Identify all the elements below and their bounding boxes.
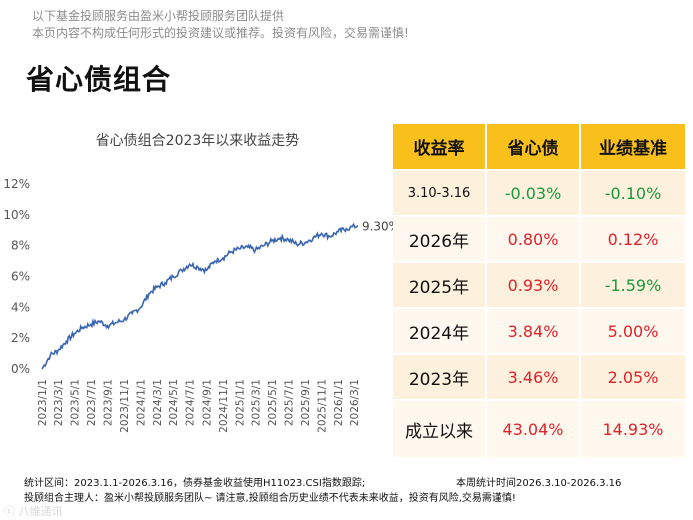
benchmark-return-cell: -0.10% xyxy=(581,171,685,215)
x-tick-label: 2025/11/1 xyxy=(316,379,328,433)
x-tick-label: 2026/3/1 xyxy=(349,379,361,426)
x-tick-label: 2024/7/1 xyxy=(185,379,197,426)
x-tick-label: 2025/1/1 xyxy=(234,379,246,426)
benchmark-return-cell: 14.93% xyxy=(581,401,685,457)
header-benchmark: 业绩基准 xyxy=(581,124,685,169)
y-tick-label: 12% xyxy=(3,177,30,191)
benchmark-return-cell: -1.59% xyxy=(581,263,685,307)
x-tick-label: 2025/3/1 xyxy=(250,379,262,426)
y-tick-label: 6% xyxy=(11,270,30,284)
footer-stat-period: 统计区间：2023.1.1-2026.3.16，债券基金收益使用H11023.C… xyxy=(24,478,366,489)
table-row: 2026年 0.80% 0.12% xyxy=(393,217,685,261)
x-tick-label: 2025/9/1 xyxy=(300,379,312,426)
watermark: ⓒ 八维通讯 xyxy=(4,505,63,518)
benchmark-return-cell: 5.00% xyxy=(581,309,685,353)
table-row: 成立以来 43.04% 14.93% xyxy=(393,401,685,457)
fund-return-cell: 0.80% xyxy=(487,217,579,261)
x-tick-label: 2024/5/1 xyxy=(168,379,180,426)
y-tick-label: 0% xyxy=(11,362,30,376)
x-tick-label: 2023/11/1 xyxy=(119,379,131,433)
series-line xyxy=(41,222,359,370)
period-cell: 2025年 xyxy=(393,263,485,307)
x-tick-label: 2023/5/1 xyxy=(69,379,81,426)
x-tick-label: 2024/1/1 xyxy=(136,379,148,426)
return-chart: 0% 2% 4% 6% 8% 10% 12% 2023/1/1 2023/3/1 2023/5/1… xyxy=(0,120,395,465)
x-tick-label: 2026/1/1 xyxy=(333,379,345,426)
x-tick-label: 2024/3/1 xyxy=(152,379,164,426)
y-tick-label: 2% xyxy=(11,331,30,345)
benchmark-return-cell: 2.05% xyxy=(581,355,685,399)
chart-canvas: 0% 2% 4% 6% 8% 10% 12% 2023/1/1 2023/3/1 2023/5/1… xyxy=(3,177,395,433)
page-title: 省心债组合 xyxy=(26,63,172,96)
period-cell: 2024年 xyxy=(393,309,485,353)
y-tick-label: 10% xyxy=(3,208,30,222)
table-row: 2025年 0.93% -1.59% xyxy=(393,263,685,307)
header-fund: 省心债 xyxy=(487,124,579,169)
y-tick-label: 4% xyxy=(11,300,30,314)
benchmark-return-cell: 0.12% xyxy=(581,217,685,261)
disclaimer: 以下基金投顾服务由盈米小帮投顾服务团队提供 本页内容不构成任何形式的投资建议或推… xyxy=(32,8,409,42)
period-cell: 2026年 xyxy=(393,217,485,261)
y-tick-label: 8% xyxy=(11,239,30,253)
fund-return-cell: 3.46% xyxy=(487,355,579,399)
x-tick-label: 2025/7/1 xyxy=(283,379,295,426)
table-row: 3.10-3.16 -0.03% -0.10% xyxy=(393,171,685,215)
end-value-label: 9.30% xyxy=(362,220,395,234)
fund-return-cell: 3.84% xyxy=(487,309,579,353)
fund-return-cell: -0.03% xyxy=(487,171,579,215)
header-return: 收益率 xyxy=(393,124,485,169)
period-cell: 成立以来 xyxy=(393,401,485,457)
table-row: 2024年 3.84% 5.00% xyxy=(393,309,685,353)
performance-table: 收益率 省心债 业绩基准 3.10-3.16 -0.03% -0.10% 202… xyxy=(391,122,687,459)
disclaimer-line-2: 本页内容不构成任何形式的投资建议或推荐。投资有风险，交易需谨慎! xyxy=(32,26,409,40)
x-tick-label: 2023/9/1 xyxy=(103,379,115,426)
x-tick-label: 2024/11/1 xyxy=(218,379,230,433)
footer-team: 投顾组合主理人：盈米小帮投顾服务团队~ 请注意,投顾组合历史业绩不代表未来收益，… xyxy=(24,493,516,504)
fund-return-cell: 0.93% xyxy=(487,263,579,307)
x-tick-label: 2023/1/1 xyxy=(37,379,49,426)
fund-return-cell: 43.04% xyxy=(487,401,579,457)
x-tick-label: 2025/5/1 xyxy=(267,379,279,426)
chart-title: 省心债组合2023年以来收益走势 xyxy=(95,133,300,149)
footer-week-period: 本周统计时间2026.3.10-2026.3.16 xyxy=(456,478,622,489)
table-row: 2023年 3.46% 2.05% xyxy=(393,355,685,399)
x-tick-label: 2023/7/1 xyxy=(86,379,98,426)
period-cell: 3.10-3.16 xyxy=(393,171,485,215)
x-tick-label: 2023/3/1 xyxy=(53,379,65,426)
period-cell: 2023年 xyxy=(393,355,485,399)
disclaimer-line-1: 以下基金投顾服务由盈米小帮投顾服务团队提供 xyxy=(32,9,285,23)
x-tick-label: 2024/9/1 xyxy=(201,379,213,426)
table-header-row: 收益率 省心债 业绩基准 xyxy=(393,124,685,169)
